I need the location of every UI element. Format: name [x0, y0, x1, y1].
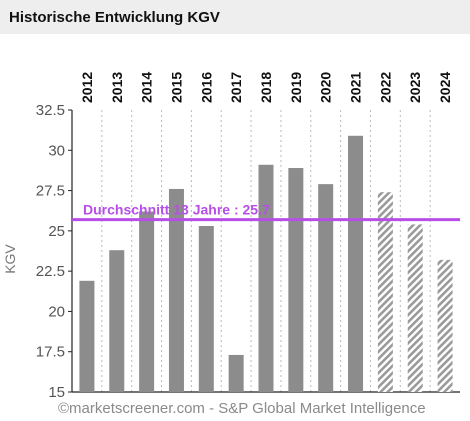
- x-tick-label: 2013: [109, 72, 125, 103]
- average-label: Durchschnitt 13 Jahre : 25.7: [83, 202, 270, 218]
- bar-2014: [139, 211, 155, 392]
- bar-2020: [318, 184, 334, 392]
- bar-2017: [228, 354, 244, 392]
- y-tick-label: 25: [48, 223, 65, 240]
- bar-2022: [377, 192, 393, 392]
- x-tick-label: 2012: [79, 72, 95, 103]
- bar-2018: [258, 164, 274, 392]
- x-tick-label: 2023: [407, 72, 423, 103]
- y-axis-title: KGV: [2, 244, 18, 274]
- bar-2013: [109, 250, 125, 392]
- bar-2016: [198, 226, 214, 392]
- x-tick-label: 2020: [318, 72, 334, 103]
- bar-2021: [348, 135, 364, 393]
- x-tick-label: 2021: [348, 72, 364, 103]
- bar-2024: [437, 259, 453, 392]
- y-tick-label: 27.5: [36, 183, 65, 200]
- source-credit: ©marketscreener.com - S&P Global Market …: [58, 400, 426, 417]
- y-tick-label: 20: [48, 303, 65, 320]
- x-tick-label: 2015: [168, 72, 184, 103]
- y-tick-label: 15: [48, 384, 65, 401]
- y-tick-label: 17.5: [36, 344, 65, 361]
- x-tick-label: 2018: [258, 72, 274, 103]
- chart-title: Historische Entwicklung KGV: [9, 9, 220, 26]
- bar-2023: [407, 224, 423, 392]
- x-tick-label: 2024: [437, 72, 453, 103]
- y-tick-label: 32.5: [36, 102, 65, 119]
- bar-2012: [79, 280, 95, 392]
- x-tick-label: 2017: [228, 72, 244, 103]
- x-tick-label: 2019: [288, 72, 304, 103]
- bar-2015: [168, 188, 184, 392]
- y-tick-label: 22.5: [36, 263, 65, 280]
- y-tick-label: 30: [48, 142, 65, 159]
- bar-2019: [288, 168, 304, 392]
- title-bar: Historische Entwicklung KGV: [0, 0, 470, 34]
- x-tick-label: 2014: [139, 72, 155, 103]
- x-tick-label: 2016: [198, 72, 214, 103]
- x-tick-label: 2022: [377, 72, 393, 103]
